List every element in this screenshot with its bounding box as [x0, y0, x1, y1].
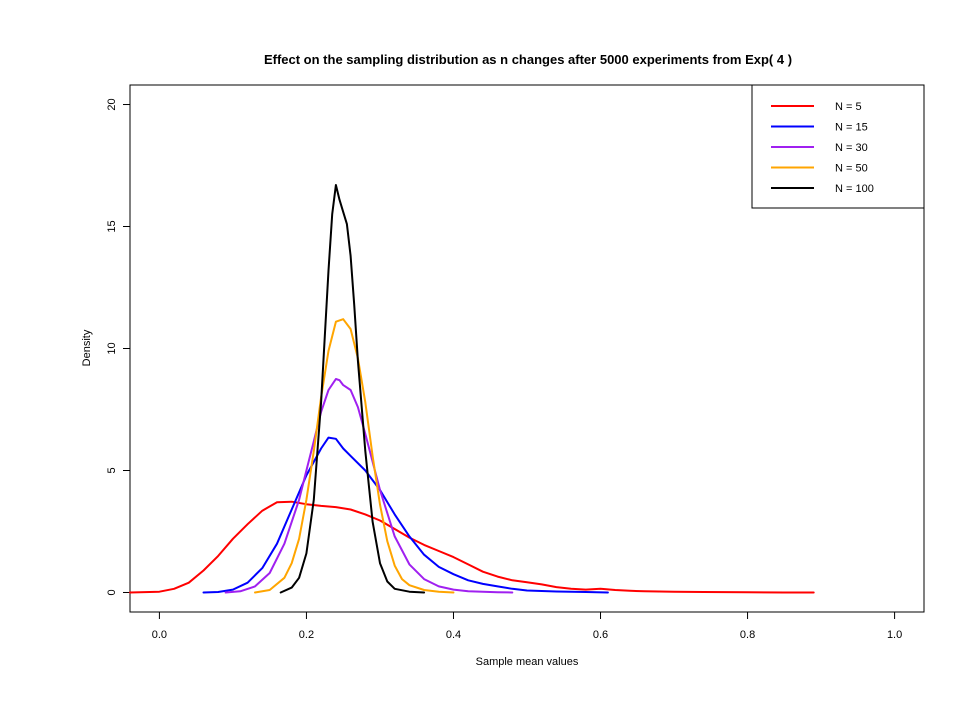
legend-label: N = 30	[835, 142, 868, 154]
series-lines	[129, 184, 815, 594]
y-tick-label: 5	[106, 467, 118, 473]
legend-label: N = 15	[835, 122, 868, 134]
x-tick-label: 0.4	[446, 629, 461, 641]
x-tick-label: 0.0	[152, 629, 167, 641]
y-tick-label: 20	[106, 98, 118, 110]
series-line-5	[279, 184, 426, 594]
legend: N = 5 N = 15 N = 30 N = 50 N = 100	[751, 84, 925, 209]
x-axis-label: Sample mean values	[476, 656, 579, 668]
legend-label: N = 50	[835, 163, 868, 175]
x-tick-label: 0.6	[593, 629, 608, 641]
legend-label: N = 5	[835, 101, 862, 113]
series-line-1	[129, 500, 815, 594]
series-line-4	[254, 318, 455, 594]
series-line-3	[224, 378, 514, 594]
x-tick-label: 1.0	[887, 629, 902, 641]
y-axis-label: Density	[81, 329, 93, 366]
chart-title: Effect on the sampling distribution as n…	[264, 52, 792, 67]
x-tick-label: 0.2	[299, 629, 314, 641]
legend-label: N = 100	[835, 183, 874, 195]
y-tick-label: 0	[106, 589, 118, 595]
x-tick-label: 0.8	[740, 629, 755, 641]
y-tick-label: 10	[106, 342, 118, 354]
series-line-2	[202, 436, 609, 594]
x-axis: 0.0 0.2 0.4 0.6 0.8 1.0	[152, 612, 902, 641]
y-axis: 0 5 10 15 20	[106, 98, 130, 596]
y-tick-label: 15	[106, 220, 118, 232]
